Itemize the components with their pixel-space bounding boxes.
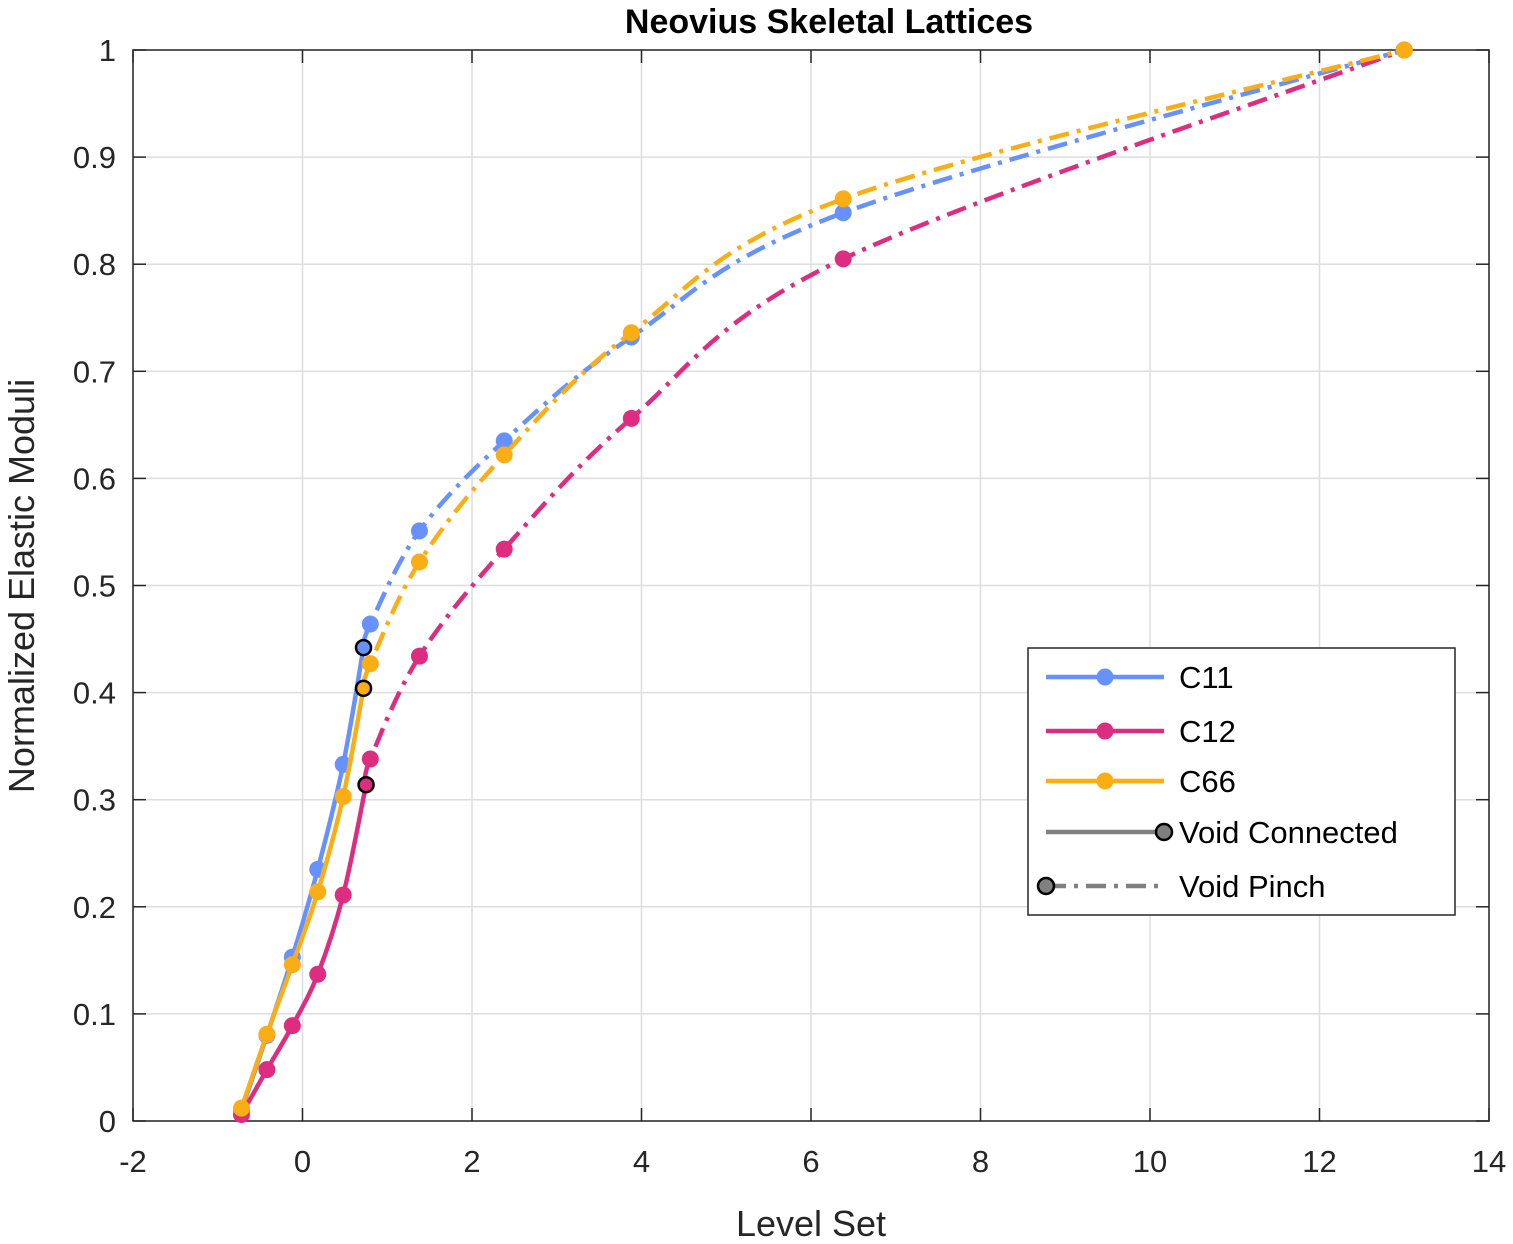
legend-item-c66: C66 (1046, 764, 1236, 799)
chart-title: Neovius Skeletal Lattices (625, 3, 1033, 41)
series-c12 (232, 41, 1413, 1124)
series-c12-point (309, 965, 327, 983)
y-tick-label: 0.7 (73, 354, 116, 389)
legend-item-void-connected: Void Connected (1046, 815, 1398, 850)
series-c66-pinch-line (361, 47, 1405, 689)
series-c66-point (495, 446, 513, 464)
series-c66-transition-marker (354, 679, 373, 698)
y-tick-label: 1 (99, 33, 116, 68)
series-c66-point (334, 787, 352, 805)
y-tick-label: 0.6 (73, 461, 116, 496)
legend-item-c11: C11 (1046, 660, 1234, 695)
legend-marker (1096, 772, 1114, 790)
series-c12-point (834, 250, 852, 268)
y-tick-label: 0.8 (73, 247, 116, 282)
series-c12-point (283, 1017, 301, 1035)
series-c66-point (834, 190, 852, 208)
legend-label: C12 (1179, 714, 1236, 749)
series-c66-point (1395, 41, 1413, 59)
y-tick-label: 0.5 (73, 569, 116, 604)
y-tick-label: 0.2 (73, 890, 116, 925)
series-c12-point (495, 540, 513, 558)
series-c11-point (410, 522, 428, 540)
series-c66-point (410, 553, 428, 571)
axis-ticks: -2 0 2 4 6 8 10 12 1400.10.20.30.40.50.60.70.80.… (73, 33, 1506, 1179)
series-c12-point (361, 750, 379, 768)
x-tick-label: 2 (463, 1144, 480, 1179)
x-axis-label: Level Set (736, 1203, 886, 1244)
legend-marker (1154, 822, 1174, 842)
legend-item-void-pinch: Void Pinch (1036, 869, 1326, 904)
series-c11-pinch-line (361, 47, 1405, 649)
y-tick-label: 0.9 (73, 140, 116, 175)
legend-marker (1096, 668, 1114, 686)
series-layer (232, 41, 1413, 1124)
series-c66-point (622, 324, 640, 342)
y-axis-label: Normalized Elastic Moduli (1, 379, 42, 793)
legend-label: C66 (1179, 764, 1236, 799)
x-tick-label: 8 (972, 1144, 989, 1179)
y-tick-label: 0.1 (73, 997, 116, 1032)
series-c11-point (834, 204, 852, 222)
series-c12-point (410, 647, 428, 665)
series-c66-point (232, 1099, 250, 1117)
series-c12-point (622, 409, 640, 427)
series-c12-point (334, 886, 352, 904)
x-tick-label: 6 (802, 1144, 819, 1179)
series-c66 (232, 41, 1413, 1117)
series-c11-transition-marker (354, 638, 373, 657)
legend-item-c12: C12 (1046, 714, 1236, 749)
y-tick-label: 0.3 (73, 783, 116, 818)
legend: C11 C12 C66 Void Connected Void Pinch (1027, 647, 1456, 916)
x-tick-label: 12 (1302, 1144, 1336, 1179)
x-tick-label: -2 (119, 1144, 147, 1179)
series-c12-point (258, 1061, 276, 1079)
x-tick-label: 4 (633, 1144, 650, 1179)
x-tick-label: 0 (294, 1144, 311, 1179)
series-c66-point (283, 956, 301, 974)
series-c11-point (361, 615, 379, 633)
series-c11-point (495, 432, 513, 450)
x-tick-label: 14 (1472, 1144, 1506, 1179)
series-c66-point (309, 883, 327, 901)
legend-label: C11 (1179, 660, 1234, 695)
legend-marker (1096, 722, 1114, 740)
series-c12-transition-marker (357, 775, 375, 794)
series-c66-point (361, 655, 379, 673)
series-c66-point (258, 1025, 276, 1043)
y-tick-label: 0 (99, 1104, 116, 1139)
legend-label: Void Connected (1179, 815, 1398, 850)
legend-label: Void Pinch (1179, 869, 1326, 904)
legend-marker (1036, 876, 1056, 896)
x-tick-label: 10 (1133, 1144, 1167, 1179)
y-tick-label: 0.4 (73, 676, 116, 711)
